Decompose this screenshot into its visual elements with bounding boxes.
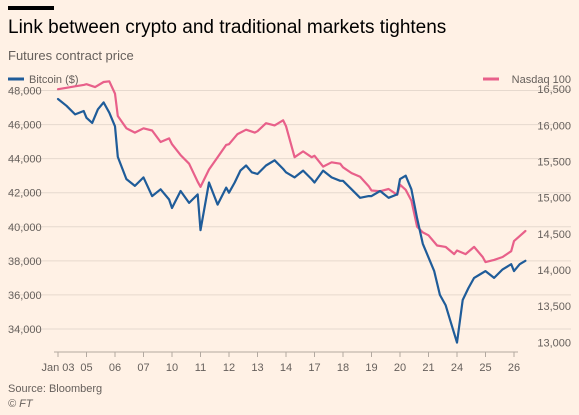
y-right-tick-label: 13,500 [537, 301, 571, 313]
x-tick-label: 07 [137, 362, 149, 374]
y-left-tick-label: 36,000 [8, 290, 42, 302]
x-tick-label: 26 [508, 362, 520, 374]
x-tick-label: 24 [451, 362, 463, 374]
x-tick-label: Jan 03 [41, 362, 74, 374]
legend-label-nasdaq: Nasdaq 100 [512, 74, 571, 86]
x-tick-label: 25 [479, 362, 491, 374]
y-left-tick-label: 38,000 [8, 256, 42, 268]
x-tick-label: 13 [251, 362, 263, 374]
chart-area: 34,000 36,000 38,000 40,000 42,000 44,000 46,0… [8, 74, 571, 374]
y-left-tick-label: 48,000 [8, 86, 42, 98]
x-tick-label: 11 [195, 362, 206, 374]
source-note: Source: Bloomberg [8, 383, 103, 395]
legend-label-bitcoin: Bitcoin ($) [29, 74, 79, 86]
ft-title-rule [8, 6, 54, 10]
y-left-tick-label: 40,000 [8, 222, 42, 234]
x-tick-label: 12 [223, 362, 235, 374]
x-tick-label: 21 [422, 362, 434, 374]
x-tick-label: 19 [365, 362, 377, 374]
y-right-tick-label: 16,500 [537, 84, 571, 96]
y-right-tick-label: 15,500 [537, 157, 571, 169]
y-right-tick-label: 14,000 [537, 265, 571, 277]
series-line-bitcoin [56, 97, 527, 344]
x-tick-label: 14 [280, 362, 292, 374]
x-tick-label: 18 [337, 362, 349, 374]
y-left-tick-label: 42,000 [8, 188, 42, 200]
x-tick-label: 20 [394, 362, 406, 374]
ft-credit: © FT [8, 398, 33, 410]
y-left-tick-label: 34,000 [8, 324, 42, 336]
y-right-tick-label: 14,500 [537, 229, 571, 241]
chart-subtitle: Futures contract price [8, 48, 134, 63]
y-right-tick-label: 16,000 [537, 120, 571, 132]
x-tick-label: 17 [308, 362, 320, 374]
x-tick-label: 05 [80, 362, 92, 374]
y-left-tick-label: 46,000 [8, 120, 42, 132]
y-right-tick-label: 13,000 [537, 337, 571, 349]
series-line-nasdaq [56, 80, 527, 264]
y-left-tick-label: 44,000 [8, 154, 42, 166]
chart-title: Link between crypto and traditional mark… [8, 17, 447, 38]
x-tick-label: 06 [109, 362, 121, 374]
x-tick-label: 10 [166, 362, 178, 374]
y-right-tick-label: 15,000 [537, 193, 571, 205]
